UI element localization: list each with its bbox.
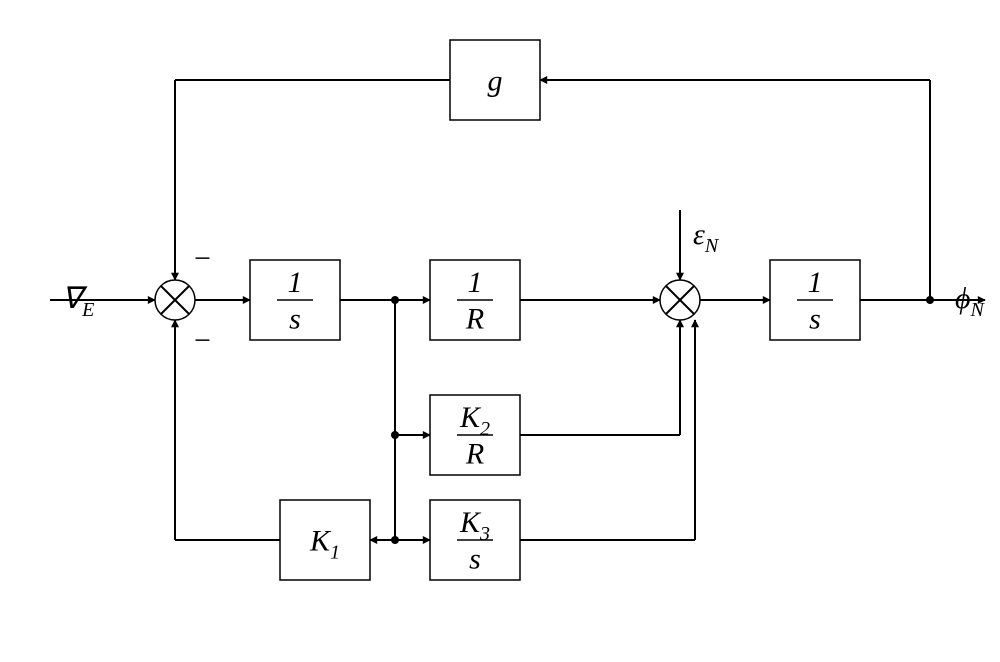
block-diagram: g1s1R1sK2RK1K3s−−∇EϕNεN [0,0,1000,662]
junction-dot [926,296,934,304]
block-denominator: R [465,303,484,336]
block-denominator: s [289,303,301,336]
block-numerator: 1 [808,266,823,299]
block-numerator: 1 [288,266,303,299]
block-denominator: s [809,303,821,336]
input-label: ∇E [62,282,94,321]
block-denominator: R [465,438,484,471]
sum-sign: − [194,242,211,275]
block-label: g [488,65,503,98]
junction-dot [391,296,399,304]
block-numerator: 1 [468,266,483,299]
sum-sign: − [194,324,211,357]
block-denominator: s [469,543,481,576]
junction-dot [391,536,399,544]
junction-dot [391,431,399,439]
output-label: ϕN [955,282,986,321]
epsilon-label: εN [693,218,720,257]
